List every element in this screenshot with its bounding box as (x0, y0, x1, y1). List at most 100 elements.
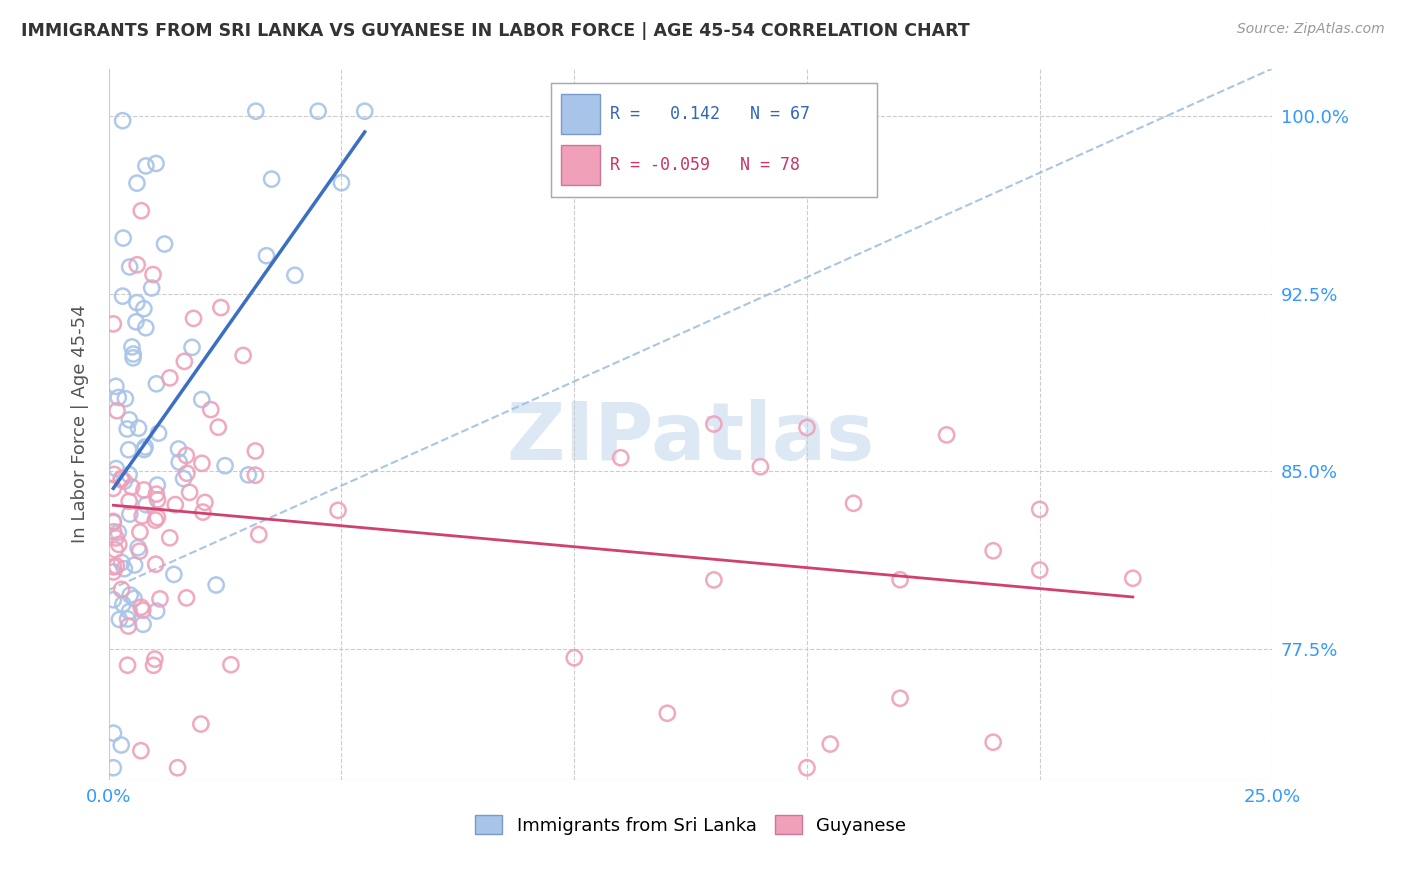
Point (111, 289, 134, 303)
Point (238, 467, 260, 482)
Point (125, 176, 148, 190)
Point (128, 421, 150, 435)
Point (165, 498, 187, 512)
Point (247, 527, 270, 541)
Point (103, 515, 125, 529)
Point (107, 391, 129, 405)
Point (181, 340, 204, 354)
Point (142, 658, 165, 673)
Point (108, 612, 131, 626)
Point (105, 403, 128, 417)
Point (118, 494, 141, 508)
Point (818, 737, 841, 751)
Point (111, 556, 134, 570)
Point (103, 592, 125, 607)
Point (889, 691, 911, 706)
Point (110, 582, 132, 597)
Point (1028, 502, 1050, 516)
Point (163, 567, 186, 582)
Point (118, 507, 141, 521)
Point (129, 203, 152, 218)
Point (219, 657, 242, 672)
Point (103, 761, 125, 775)
Point (145, 604, 167, 618)
Point (122, 591, 145, 606)
Point (145, 487, 167, 501)
Point (703, 417, 725, 431)
Point (108, 537, 131, 551)
Point (132, 442, 155, 457)
Point (110, 473, 132, 487)
Point (981, 543, 1004, 558)
Point (127, 258, 149, 272)
Point (132, 603, 155, 617)
Point (118, 260, 141, 274)
Point (124, 558, 146, 572)
Point (194, 495, 217, 509)
Text: Source: ZipAtlas.com: Source: ZipAtlas.com (1237, 22, 1385, 37)
Point (110, 471, 132, 485)
Point (142, 268, 165, 282)
Point (245, 104, 267, 119)
Point (135, 320, 157, 334)
Point (112, 562, 135, 576)
Point (103, 565, 125, 579)
Point (143, 652, 166, 666)
Point (183, 311, 205, 326)
Point (111, 113, 134, 128)
Point (129, 600, 152, 615)
Point (284, 268, 307, 283)
Point (260, 172, 283, 186)
Point (110, 738, 132, 752)
Point (121, 340, 143, 354)
Point (167, 455, 190, 469)
Text: ZIPatlas: ZIPatlas (506, 400, 875, 477)
Point (105, 461, 128, 475)
Point (134, 440, 156, 454)
Point (103, 524, 125, 539)
Point (129, 524, 152, 539)
Point (1122, 571, 1144, 585)
Point (796, 761, 818, 775)
Point (132, 301, 155, 316)
Point (103, 516, 125, 530)
Point (125, 315, 148, 329)
Point (245, 468, 267, 483)
Point (118, 413, 141, 427)
Point (889, 573, 911, 587)
Point (205, 578, 228, 592)
Point (145, 156, 167, 170)
Point (103, 317, 125, 331)
Point (610, 450, 633, 465)
Point (159, 531, 181, 545)
Point (122, 347, 145, 361)
Point (214, 458, 236, 473)
Point (107, 525, 129, 540)
Point (117, 612, 139, 626)
Point (120, 588, 142, 602)
Point (132, 617, 155, 632)
Point (112, 474, 135, 488)
Point (326, 503, 349, 517)
Point (796, 420, 818, 434)
Point (330, 176, 353, 190)
Point (981, 735, 1004, 749)
Point (141, 281, 163, 295)
Point (174, 449, 197, 463)
Point (256, 249, 278, 263)
Point (179, 485, 201, 500)
Point (703, 573, 725, 587)
Point (111, 597, 134, 611)
Point (209, 301, 232, 315)
Point (749, 459, 772, 474)
Point (117, 442, 139, 457)
Point (145, 376, 167, 391)
Point (167, 442, 190, 456)
Text: IMMIGRANTS FROM SRI LANKA VS GUYANESE IN LABOR FORCE | AGE 45-54 CORRELATION CHA: IMMIGRANTS FROM SRI LANKA VS GUYANESE IN… (21, 22, 970, 40)
Point (200, 402, 222, 417)
Point (135, 498, 157, 512)
Point (128, 544, 150, 558)
Point (127, 541, 149, 555)
Point (112, 231, 135, 245)
Point (114, 392, 136, 406)
